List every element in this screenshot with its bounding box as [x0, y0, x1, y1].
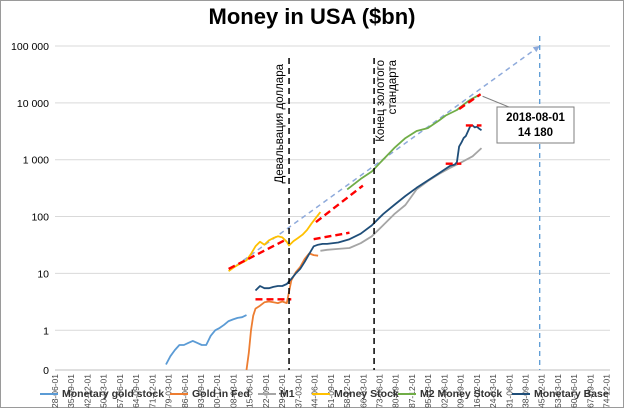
legend-label: Monetary gold stock: [62, 388, 165, 400]
x-tick-label: 1857-06-01: [115, 374, 125, 408]
legend-swatch: [258, 393, 276, 395]
chart-title: Money in USA ($bn): [208, 4, 416, 29]
x-tick-label: 2053-03-01: [553, 374, 563, 408]
legend-label: Monetary Base: [534, 388, 609, 400]
annotation-text: 14 180: [518, 127, 553, 139]
y-tick-label: 100: [31, 212, 49, 224]
series-lines: [165, 93, 483, 371]
x-tick-label: 1973-06-01: [374, 374, 384, 408]
red-trend-segments: [228, 93, 482, 301]
vertical-marker-label: Девальвация доллара: [274, 63, 286, 183]
y-tick-label: 0: [43, 365, 49, 377]
x-tick-label: 1980-09-01: [391, 374, 401, 408]
x-tick-label: 1951-09-01: [326, 374, 336, 408]
x-tick-label: 2045-12-01: [537, 374, 547, 408]
vertical-marker-label: стандарта: [387, 59, 399, 114]
legend-label: M2 Money Stock: [420, 388, 503, 400]
y-tick-label: 10 000: [17, 98, 49, 110]
x-tick-label: 1850-03-01: [99, 374, 109, 408]
x-tick-label: 2031-06-01: [504, 374, 514, 408]
legend-item: Monetary gold stock: [40, 388, 164, 400]
x-tick-label: 1995-03-01: [423, 374, 433, 408]
x-tick-label: 1900-12-01: [212, 374, 222, 408]
x-tick-label: 1893-09-01: [196, 374, 206, 408]
red-trend-segment: [313, 231, 350, 241]
x-tick-label: 1929-12-01: [277, 374, 287, 408]
series-line: [346, 93, 482, 191]
series-line: [254, 124, 482, 292]
x-tick-label: 2067-09-01: [585, 374, 595, 408]
red-trend-segment: [315, 184, 364, 224]
x-tick-label: 1864-09-01: [131, 374, 141, 408]
x-tick-label: 1958-12-01: [342, 374, 352, 408]
trend-arrow-head: [532, 46, 540, 53]
x-tick-label: 1871-12-01: [147, 374, 157, 408]
annotation-leader: [482, 95, 510, 108]
y-tick-label: 1 000: [23, 155, 49, 167]
annotation-box: [496, 106, 575, 144]
legend-swatch: [170, 393, 188, 395]
series-line: [165, 314, 247, 365]
x-tick-label: 2002-06-01: [439, 374, 449, 408]
legend-item: M2 Money Stock: [398, 388, 502, 400]
x-tick-label: 2060-06-01: [569, 374, 579, 408]
legend-swatch: [312, 393, 330, 395]
x-tick-label: 2009-09-01: [456, 374, 466, 408]
x-axis-tick-labels: 1828-06-01 1835-09-01 1842-12-01 1850-03-01…: [50, 374, 612, 408]
x-tick-label: 2074-12-01: [602, 374, 612, 408]
x-tick-label: 1944-06-01: [310, 374, 320, 408]
legend-item: Money Stock: [312, 388, 399, 400]
x-tick-label: 1828-06-01: [50, 374, 60, 408]
annotation: 2018-08-01 14 180: [482, 95, 575, 144]
legend-swatch: [512, 393, 530, 395]
x-tick-label: 1835-09-01: [66, 374, 76, 408]
x-tick-label: 1915-06-01: [245, 374, 255, 408]
legend-item: Monetary Base: [512, 388, 609, 400]
x-tick-label: 2038-09-01: [521, 374, 531, 408]
y-tick-label: 10: [37, 268, 49, 280]
annotation-text: 2018-08-01: [506, 112, 565, 124]
vertical-marker-label: Конец золотого: [375, 60, 387, 142]
grid: [55, 45, 610, 371]
x-tick-label: 1879-03-01: [164, 374, 174, 408]
x-tick-label: 2016-12-01: [472, 374, 482, 408]
x-tick-label: 1886-06-01: [180, 374, 190, 408]
red-trend-segment: [458, 93, 482, 110]
legend-swatch: [40, 393, 58, 395]
y-tick-label: 1: [43, 325, 49, 337]
legend-label: Gold in Fed: [192, 388, 250, 400]
legend: Monetary gold stock Gold in Fed M1 Money St…: [40, 388, 620, 404]
y-tick-label: 100 000: [11, 41, 49, 53]
legend-label: Money Stock: [334, 388, 399, 400]
x-tick-label: 1966-03-01: [358, 374, 368, 408]
series-line: [320, 147, 483, 252]
legend-item: M1: [258, 388, 295, 400]
x-tick-label: 2024-03-01: [488, 374, 498, 408]
vertical-markers: Девальвация доллара Конец золотого стандар…: [274, 36, 541, 370]
x-tick-label: 1908-03-01: [228, 374, 238, 408]
x-tick-label: 1922-09-01: [261, 374, 271, 408]
series-line: [245, 252, 319, 371]
legend-label: M1: [280, 388, 295, 400]
legend-swatch: [398, 393, 416, 395]
x-tick-label: 1987-12-01: [407, 374, 417, 408]
x-tick-label: 1937-03-01: [293, 374, 303, 408]
legend-item: Gold in Fed: [170, 388, 250, 400]
x-tick-label: 1842-12-01: [82, 374, 92, 408]
